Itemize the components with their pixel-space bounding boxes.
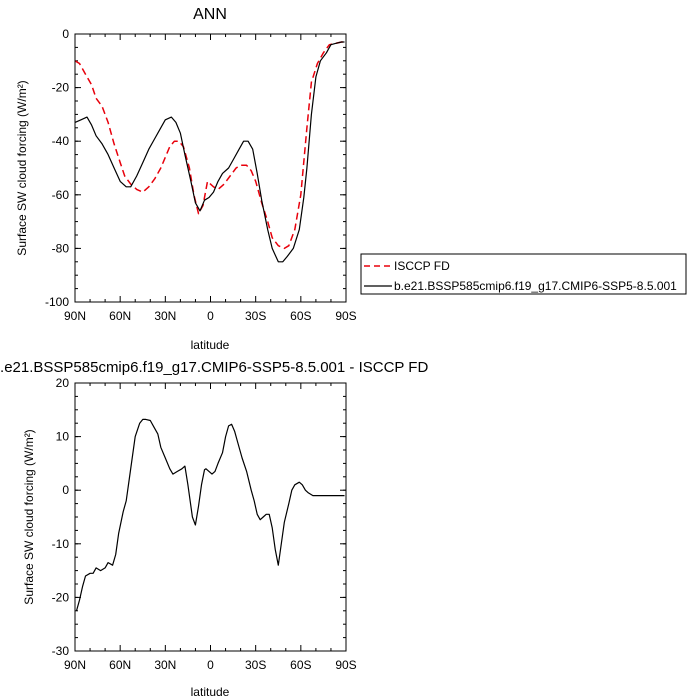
top-y-tick-labels: 0 -20 -40 -60 -80 -100 [45, 27, 69, 309]
y-tick-label: -60 [52, 188, 70, 202]
top-x-tick-labels: 90N 60N 30N 0 30S 60S 90S [64, 309, 357, 323]
x-tick-label: 90S [335, 658, 356, 672]
bottom-y-tick-labels: 20 10 0 -10 -20 -30 [52, 376, 70, 658]
x-tick-label: 60S [290, 309, 311, 323]
x-tick-label: 60S [290, 658, 311, 672]
y-tick-label: 0 [62, 483, 69, 497]
series-line-0 [74, 41, 345, 250]
x-tick-label: 30N [154, 658, 176, 672]
x-tick-label: 90N [64, 658, 86, 672]
bottom-series-lines [75, 418, 345, 611]
bottom-x-tick-labels: 90N 60N 30N 0 30S 60S 90S [64, 658, 357, 672]
x-tick-label: 0 [207, 658, 214, 672]
y-tick-label: 0 [62, 27, 69, 41]
y-tick-label: -100 [45, 295, 69, 309]
x-tick-label: 60N [109, 309, 131, 323]
bottom-x-axis-label: latitude [191, 685, 230, 699]
top-y-axis-label: Surface SW cloud forcing (W/m²) [15, 80, 29, 255]
series-line-0 [75, 418, 345, 611]
bottom-panel: b.e21.BSSP585cmip6.f19_g17.CMIP6-SSP5-8.… [0, 359, 428, 699]
series-line-1 [74, 41, 345, 263]
top-panel: ANN 90N 60N 30N 0 30S 60S 90S 0 -20 -40 -60 -80 -10… [15, 6, 357, 352]
bottom-plot-frame [74, 382, 347, 652]
y-tick-label: -20 [52, 81, 70, 95]
top-x-axis-label: latitude [191, 338, 230, 352]
top-series-lines [74, 41, 345, 263]
y-tick-label: -30 [52, 644, 70, 658]
x-tick-label: 0 [207, 309, 214, 323]
x-tick-label: 30S [245, 658, 266, 672]
legend-label-model: b.e21.BSSP585cmip6.f19_g17.CMIP6-SSP5-8.… [394, 279, 677, 293]
bottom-axis-ticks [74, 382, 347, 652]
y-tick-label: -40 [52, 134, 70, 148]
bottom-chart-title: b.e21.BSSP585cmip6.f19_g17.CMIP6-SSP5-8.… [0, 359, 428, 376]
legend-box [360, 253, 687, 295]
legend-label-isccp: ISCCP FD [394, 259, 450, 273]
y-tick-label: -20 [52, 590, 70, 604]
top-plot-frame [74, 33, 347, 303]
x-tick-label: 90S [335, 309, 356, 323]
legend: ISCCP FD b.e21.BSSP585cmip6.f19_g17.CMIP… [360, 253, 687, 295]
y-tick-label: -80 [52, 241, 70, 255]
top-axis-ticks [74, 33, 347, 303]
y-tick-label: 10 [56, 430, 70, 444]
y-tick-label: -10 [52, 537, 70, 551]
x-tick-label: 60N [109, 658, 131, 672]
x-tick-label: 30S [245, 309, 266, 323]
x-tick-label: 90N [64, 309, 86, 323]
bottom-y-axis-label: Surface SW cloud forcing (W/m²) [22, 429, 36, 604]
y-tick-label: 20 [56, 376, 70, 390]
x-tick-label: 30N [154, 309, 176, 323]
top-chart-title: ANN [193, 6, 227, 23]
